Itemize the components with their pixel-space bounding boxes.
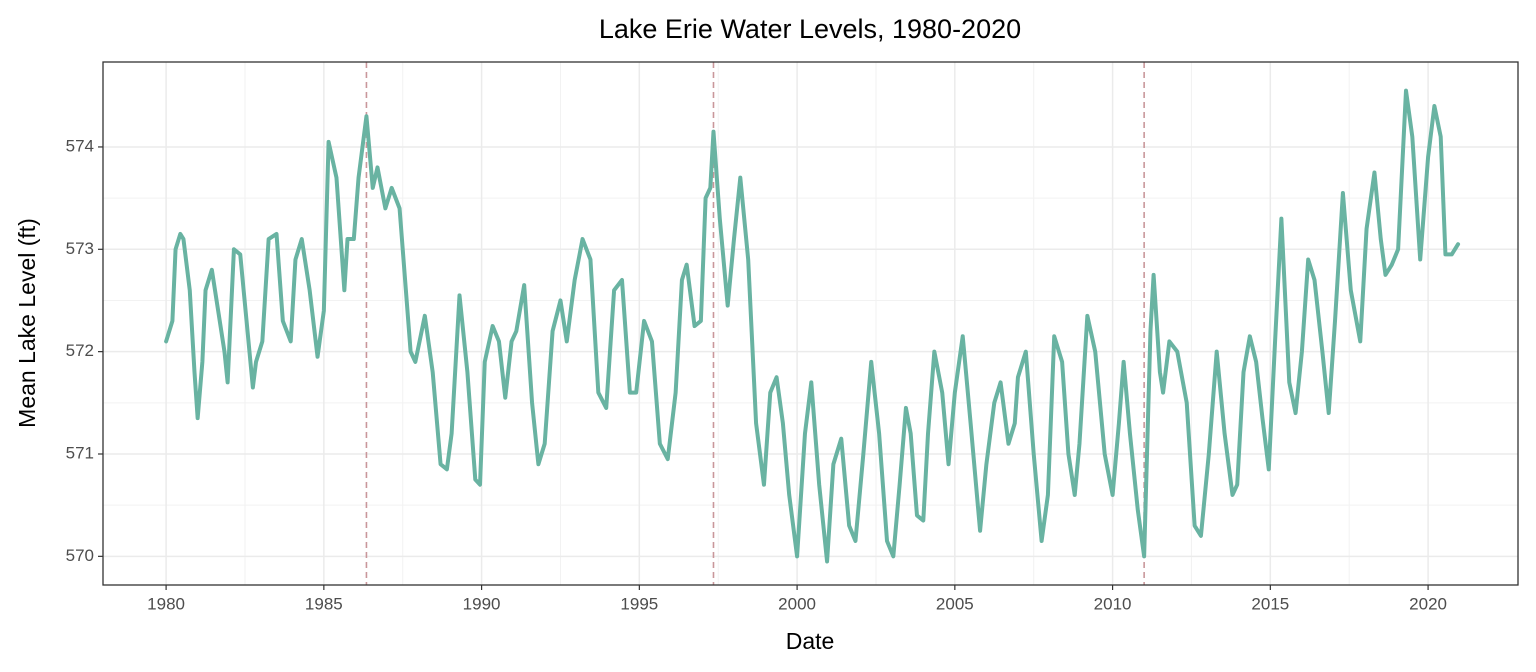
y-tick-label: 572 xyxy=(66,341,94,360)
x-tick-label: 2020 xyxy=(1409,594,1447,613)
x-axis-label: Date xyxy=(786,628,835,654)
x-tick-label: 2005 xyxy=(936,594,974,613)
y-tick-label: 574 xyxy=(66,136,94,155)
x-tick-label: 1995 xyxy=(620,594,658,613)
x-tick-label: 1980 xyxy=(147,594,185,613)
x-tick-label: 2010 xyxy=(1094,594,1132,613)
x-tick-label: 2015 xyxy=(1251,594,1289,613)
x-tick-label: 1990 xyxy=(463,594,501,613)
y-axis-label: Mean Lake Level (ft) xyxy=(14,218,40,428)
x-tick-label: 1985 xyxy=(305,594,343,613)
y-tick-label: 570 xyxy=(66,546,94,565)
data-line xyxy=(164,88,1461,564)
y-tick-label: 571 xyxy=(66,443,94,462)
chart-title: Lake Erie Water Levels, 1980-2020 xyxy=(599,14,1021,44)
y-tick-label: 573 xyxy=(66,239,94,258)
x-tick-label: 2000 xyxy=(778,594,816,613)
panel-border xyxy=(102,61,1519,586)
